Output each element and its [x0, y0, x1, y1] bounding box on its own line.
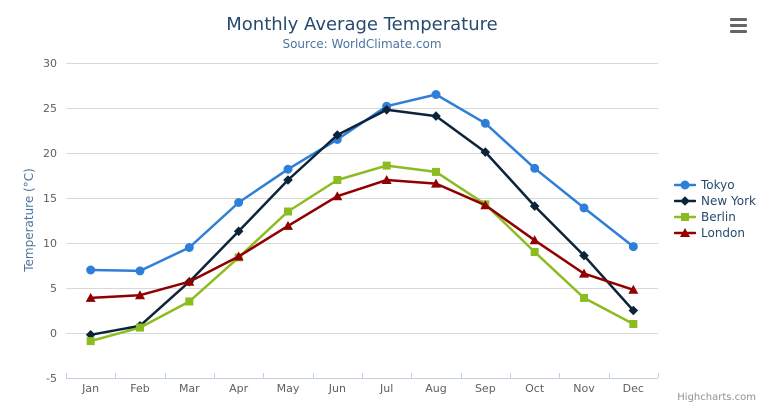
legend-item-new-york[interactable]: New York: [674, 193, 756, 209]
data-point-tokyo-feb[interactable]: [135, 266, 145, 276]
x-axis-label: Feb: [130, 382, 149, 395]
data-point-tokyo-oct[interactable]: [530, 163, 540, 173]
data-point-tokyo-may[interactable]: [283, 164, 293, 174]
hamburger-bar: [730, 24, 747, 27]
x-axis-label: Aug: [425, 382, 446, 395]
legend: Tokyo New York Berlin London: [674, 177, 756, 241]
hamburger-bar: [730, 18, 747, 21]
y-axis-label: 25: [43, 102, 57, 115]
data-point-london-jul[interactable]: [381, 175, 392, 184]
data-point-new-york-oct[interactable]: [529, 201, 540, 211]
legend-label: Berlin: [701, 210, 736, 224]
data-point-berlin-jul[interactable]: [382, 161, 391, 170]
data-point-london-jun[interactable]: [332, 191, 343, 201]
diamond-marker-icon: [674, 196, 696, 206]
data-point-london-apr[interactable]: [233, 251, 244, 261]
credits-link[interactable]: Highcharts.com: [677, 392, 756, 403]
data-point-berlin-jun[interactable]: [333, 176, 342, 184]
x-axis-label: Dec: [623, 382, 644, 395]
data-point-new-york-may[interactable]: [283, 175, 293, 185]
x-axis-label: Oct: [525, 382, 545, 395]
chart-title: Monthly Average Temperature: [226, 14, 498, 35]
data-point-london-aug[interactable]: [431, 178, 441, 188]
data-point-new-york-nov[interactable]: [579, 250, 589, 261]
data-point-berlin-aug[interactable]: [432, 167, 440, 176]
data-point-tokyo-nov[interactable]: [579, 203, 589, 213]
circle-marker-icon: [674, 180, 696, 190]
x-axis-label: Nov: [573, 382, 595, 395]
data-point-berlin-nov[interactable]: [580, 293, 588, 302]
export-menu-button[interactable]: [730, 16, 752, 35]
data-point-new-york-jul[interactable]: [381, 105, 392, 115]
data-point-berlin-jan[interactable]: [86, 337, 95, 346]
diamond-marker-glyph: [680, 196, 690, 206]
data-point-tokyo-jan[interactable]: [86, 265, 96, 275]
series-line-tokyo[interactable]: [89, 93, 635, 273]
square-marker-glyph: [681, 213, 689, 221]
hamburger-icon: [730, 18, 752, 33]
legend-label: New York: [701, 194, 756, 208]
legend-label: Tokyo: [701, 178, 735, 192]
y-axis-label: 10: [43, 237, 57, 250]
data-point-london-sep[interactable]: [480, 200, 491, 210]
y-axis-label: -5: [46, 372, 57, 385]
x-axis-label: Sep: [475, 382, 496, 395]
data-point-berlin-mar[interactable]: [185, 297, 194, 306]
data-point-london-mar[interactable]: [184, 276, 195, 286]
data-point-new-york-apr[interactable]: [233, 226, 244, 237]
data-point-london-feb[interactable]: [135, 290, 145, 300]
x-axis-label: Mar: [179, 382, 200, 395]
data-point-berlin-dec[interactable]: [629, 320, 638, 328]
data-point-new-york-aug[interactable]: [431, 111, 441, 121]
data-point-london-nov[interactable]: [579, 268, 589, 278]
data-point-new-york-dec[interactable]: [628, 305, 639, 316]
data-point-london-dec[interactable]: [628, 284, 639, 294]
data-point-tokyo-aug[interactable]: [431, 90, 441, 99]
x-axis-label: Apr: [229, 382, 249, 395]
data-point-new-york-jan[interactable]: [85, 330, 96, 340]
square-marker-icon: [674, 213, 696, 221]
y-axis-label: 30: [43, 57, 57, 70]
data-point-tokyo-apr[interactable]: [234, 198, 244, 207]
data-point-berlin-may[interactable]: [284, 207, 292, 216]
series-line-new-york[interactable]: [89, 108, 635, 337]
data-point-london-jan[interactable]: [85, 292, 96, 302]
legend-item-london[interactable]: London: [674, 225, 756, 241]
data-point-new-york-sep[interactable]: [480, 147, 491, 157]
data-point-london-oct[interactable]: [529, 235, 540, 245]
y-axis-label: 0: [50, 327, 57, 340]
circle-marker-glyph: [680, 180, 690, 190]
series-line-london[interactable]: [89, 178, 635, 300]
y-axis-label: 20: [43, 147, 57, 160]
triangle-marker-icon: [674, 228, 696, 237]
x-axis-label: Jan: [81, 382, 99, 395]
y-axis-label: 15: [43, 192, 57, 205]
legend-label: London: [701, 226, 745, 240]
data-point-new-york-jun[interactable]: [332, 130, 343, 140]
series-line-berlin[interactable]: [89, 164, 635, 343]
triangle-marker-glyph: [680, 228, 690, 237]
chart-subtitle: Source: WorldClimate.com: [282, 37, 442, 51]
data-point-tokyo-dec[interactable]: [628, 242, 638, 252]
x-axis-label: May: [277, 382, 300, 395]
data-point-tokyo-mar[interactable]: [184, 243, 194, 252]
x-axis-label: Jun: [328, 382, 346, 395]
x-axis-label: Jul: [379, 382, 393, 395]
data-point-berlin-oct[interactable]: [530, 248, 539, 256]
data-point-london-may[interactable]: [283, 220, 293, 230]
hamburger-bar: [730, 30, 747, 33]
y-axis-label: 5: [50, 282, 57, 295]
data-point-tokyo-sep[interactable]: [480, 118, 490, 128]
legend-item-berlin[interactable]: Berlin: [674, 209, 756, 225]
legend-item-tokyo[interactable]: Tokyo: [674, 177, 756, 193]
data-point-berlin-feb[interactable]: [136, 323, 144, 332]
